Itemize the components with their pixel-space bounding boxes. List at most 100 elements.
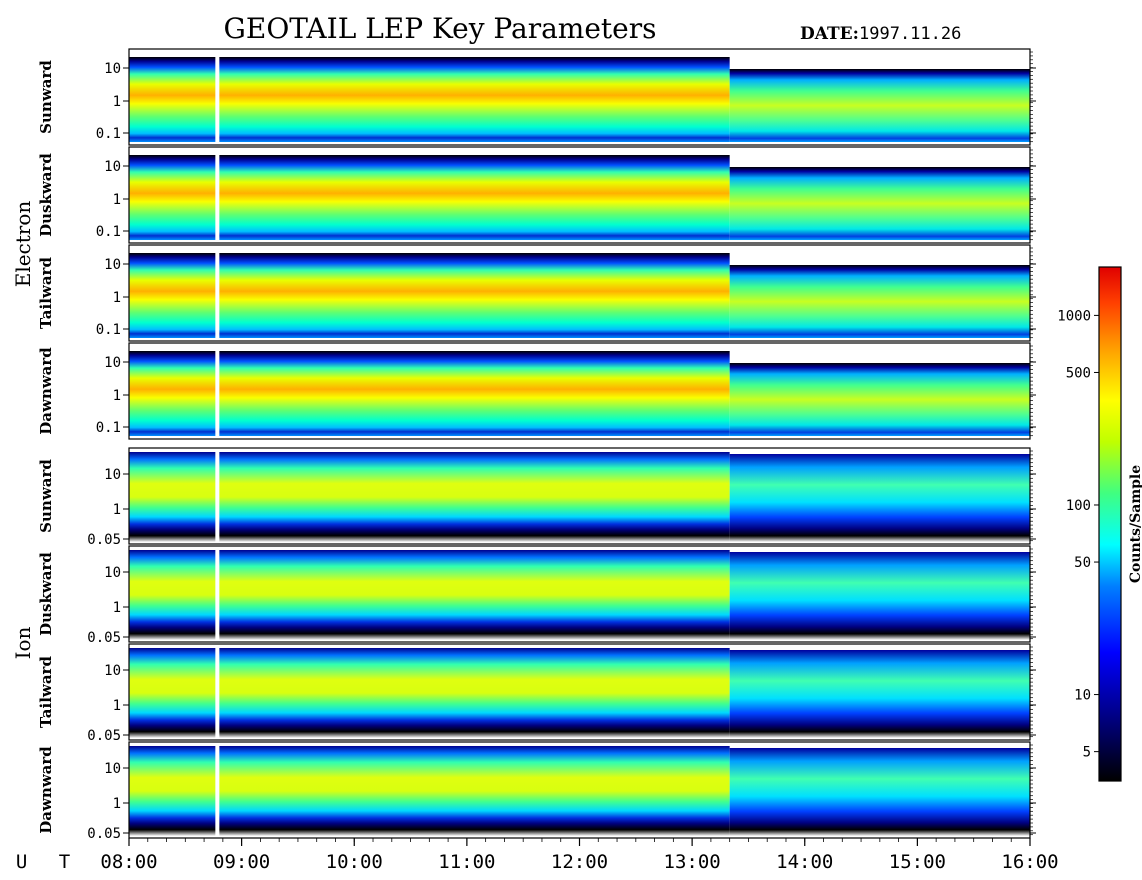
data-gap: [215, 448, 220, 544]
y-tick-label: 10: [104, 355, 121, 371]
panel-label-sunward: Sunward: [37, 60, 55, 134]
panel-label-dawnward: Dawnward: [37, 347, 55, 435]
chart-title: GEOTAIL LEP Key Parameters: [224, 12, 657, 45]
panel-label-duskward: Duskward: [37, 552, 55, 636]
panel-label-sunward: Sunward: [37, 459, 55, 533]
y-tick-label: 10: [104, 159, 121, 175]
y-tick-label: 10: [104, 761, 121, 777]
x-tick-label: 10:00: [326, 851, 383, 873]
spectrum-band-early: [129, 648, 730, 738]
data-gap: [215, 546, 220, 642]
panel-electron-sunward: 10 1 0.1 Sunward: [37, 48, 1036, 146]
panel-label-tailward: Tailward: [37, 656, 55, 728]
panel-ion-tailward: 10 1 0.05 Tailward: [37, 643, 1036, 744]
y-tick-label: 1: [113, 796, 121, 812]
panel-electron-dawnward: 10 1 0.1 Dawnward: [37, 342, 1036, 440]
y-tick-label: 0.1: [96, 224, 121, 240]
x-tick-label: 12:00: [551, 851, 608, 873]
y-tick-label: 1: [113, 192, 121, 208]
panel-electron-tailward: 10 1 0.1 Tailward: [37, 244, 1036, 342]
data-gap: [215, 742, 220, 838]
x-axis: 08:00 09:00 10:00 11:00 12:00 13:00 14:00 15:00…: [16, 838, 1059, 873]
y-tick-label: 10: [104, 61, 121, 77]
panel-frame: [128, 643, 1031, 741]
spectrum-band-early: [129, 746, 730, 836]
data-gap: [215, 644, 220, 740]
x-tick-label: 14:00: [776, 851, 833, 873]
spectrum-band-early: [129, 253, 730, 338]
colorbar-tick-label: 50: [1074, 555, 1091, 571]
colorbar: 1000 500 100 50 10 5 Counts/Sample: [1057, 266, 1142, 782]
panel-label-tailward: Tailward: [37, 257, 55, 329]
y-tick-label: 1: [113, 698, 121, 714]
y-tick-label: 10: [104, 663, 121, 679]
panel-ion-dawnward: 10 1 0.05 Dawnward: [37, 741, 1036, 842]
data-gap: [215, 245, 220, 341]
y-tick-label: 0.05: [87, 728, 121, 744]
x-tick-label: 08:00: [100, 851, 157, 873]
spectrum-band-late: [729, 167, 1030, 240]
y-tick-label: 0.05: [87, 826, 121, 842]
group-label-electron: Electron: [11, 201, 35, 288]
spectrum-band-late: [729, 265, 1030, 338]
x-tick-label: 09:00: [213, 851, 270, 873]
panel-frame: [128, 146, 1031, 244]
y-tick-label: 10: [104, 257, 121, 273]
panel-frame: [128, 244, 1031, 342]
spectrum-band-late: [729, 454, 1030, 542]
colorbar-tick-label: 5: [1083, 745, 1091, 761]
y-tick-label: 0.05: [87, 630, 121, 646]
x-tick-label: 16:00: [1001, 851, 1058, 873]
colorbar-tick-label: 1000: [1057, 308, 1091, 324]
panel-label-duskward: Duskward: [37, 153, 55, 237]
panel-frame: [128, 447, 1031, 545]
y-tick-label: 0.1: [96, 420, 121, 436]
ut-label: U T: [16, 851, 80, 873]
data-gap: [215, 147, 220, 243]
date-label: DATE:: [800, 24, 859, 44]
spectrum-band-early: [129, 155, 730, 240]
y-tick-label: 0.05: [87, 532, 121, 548]
spectrum-band-late: [729, 69, 1030, 142]
spectrum-band-early: [129, 57, 730, 142]
spectrum-band-late: [729, 552, 1030, 640]
y-tick-label: 0.1: [96, 322, 121, 338]
spectrum-band-early: [129, 550, 730, 640]
spectrum-band-early: [129, 452, 730, 542]
y-tick-label: 1: [113, 388, 121, 404]
panels-layer: 10 1 0.1 Sunward 10 1 0.1 Duskward 10 1 0.1 Tailwar…: [37, 48, 1036, 842]
colorbar-tick-label: 10: [1074, 688, 1091, 704]
panel-electron-duskward: 10 1 0.1 Duskward: [37, 146, 1036, 244]
panel-frame: [128, 342, 1031, 440]
panel-ion-duskward: 10 1 0.05 Duskward: [37, 545, 1036, 646]
date-value: 1997.11.26: [859, 24, 961, 44]
data-gap: [215, 343, 220, 439]
y-tick-label: 0.1: [96, 126, 121, 142]
panel-ion-sunward: 10 1 0.05 Sunward: [37, 447, 1036, 548]
x-tick-label: 15:00: [889, 851, 946, 873]
spectrum-band-late: [729, 363, 1030, 436]
panel-label-dawnward: Dawnward: [37, 746, 55, 834]
y-tick-label: 10: [104, 565, 121, 581]
x-tick-label: 11:00: [438, 851, 495, 873]
colorbar-gradient: [1098, 266, 1122, 782]
spectrum-band-early: [129, 351, 730, 436]
colorbar-tick-label: 500: [1066, 365, 1091, 381]
y-tick-label: 1: [113, 502, 121, 518]
x-tick-label: 13:00: [664, 851, 721, 873]
panel-frame: [128, 48, 1031, 146]
spectrum-band-late: [729, 650, 1030, 738]
colorbar-tick-label: 100: [1066, 498, 1091, 514]
panel-frame: [128, 545, 1031, 643]
group-label-ion: Ion: [11, 626, 35, 659]
group-labels: Electron Ion: [11, 201, 35, 660]
colorbar-label: Counts/Sample: [1128, 465, 1142, 583]
data-gap: [215, 49, 220, 145]
spectrum-band-late: [729, 748, 1030, 836]
y-tick-label: 1: [113, 290, 121, 306]
y-tick-label: 1: [113, 94, 121, 110]
y-tick-label: 1: [113, 600, 121, 616]
y-tick-label: 10: [104, 467, 121, 483]
